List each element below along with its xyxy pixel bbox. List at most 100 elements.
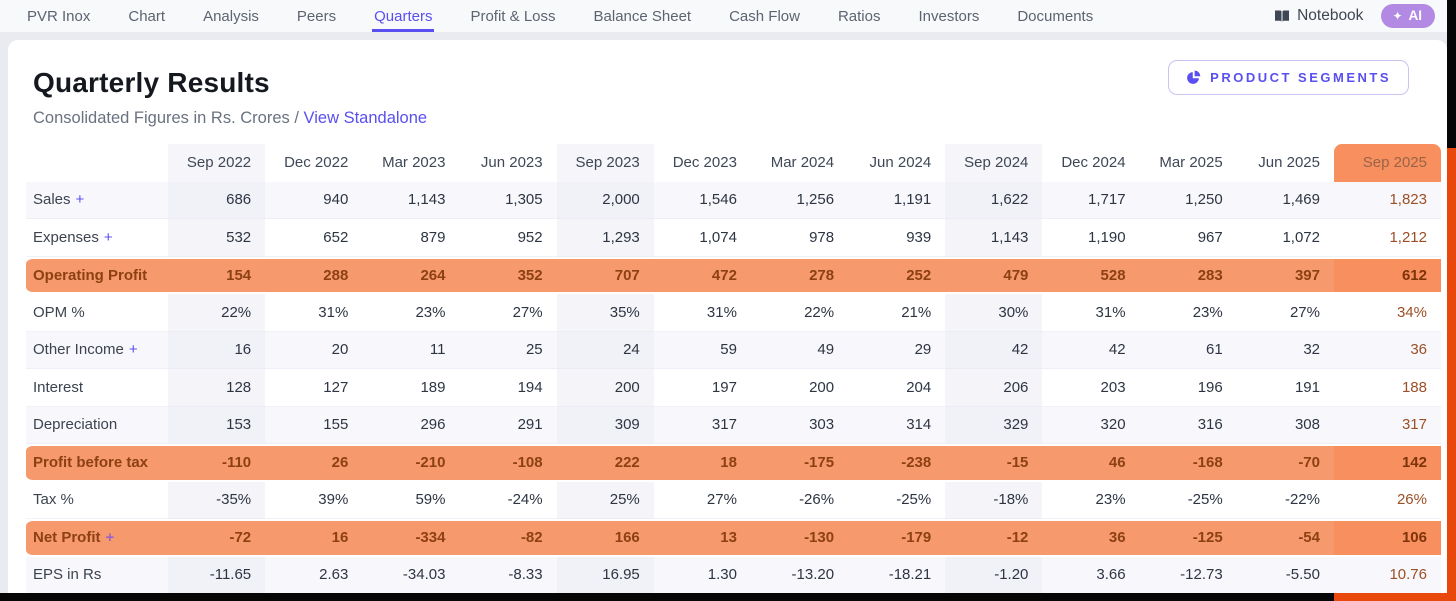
ai-label: AI <box>1408 8 1423 23</box>
row-label: Operating Profit <box>33 266 148 284</box>
expand-row-button[interactable]: + <box>75 191 85 209</box>
cell-expenses-mar-2023: 879 <box>362 219 460 257</box>
cell-eps-in-rs-jun-2025: -5.50 <box>1236 556 1334 594</box>
cell-depreciation-sep-2022: 153 <box>168 406 266 444</box>
column-header-mar-2025: Mar 2025 <box>1159 154 1223 172</box>
expand-row-button[interactable]: + <box>103 228 113 246</box>
cell-eps-in-rs-jun-2024: -18.21 <box>848 556 946 594</box>
cell-depreciation-mar-2024: 303 <box>750 406 849 444</box>
cell-profit-before-tax-sep-2025: 142 <box>1334 444 1441 482</box>
nav-item-pvr-inox[interactable]: PVR Inox <box>27 7 91 25</box>
cell-net-profit-mar-2024: -130 <box>750 519 849 557</box>
cell-eps-in-rs-dec-2022: 2.63 <box>265 556 363 594</box>
column-header-dec-2024: Dec 2024 <box>1061 154 1126 172</box>
cell-tax-jun-2023: -24% <box>459 481 557 519</box>
row-label-cell-opm: OPM % <box>26 294 168 332</box>
cell-operating-profit-mar-2024: 278 <box>750 256 849 294</box>
row-label-cell-net-profit: Net Profit + <box>26 519 168 557</box>
cell-eps-in-rs-sep-2025: 10.76 <box>1334 556 1441 594</box>
cell-depreciation-jun-2025: 308 <box>1236 406 1334 444</box>
cell-other-income-sep-2023: 24 <box>556 331 654 369</box>
table-row-eps-in-rs: EPS in Rs -11.65 2.63 -34.03 -8.33 16.95 1.30-… <box>26 556 1441 594</box>
row-label-cell-eps-in-rs: EPS in Rs <box>26 556 168 594</box>
card-header: Quarterly Results Consolidated Figures i… <box>8 40 1447 128</box>
cell-other-income-sep-2024: 42 <box>945 331 1043 369</box>
cell-tax-mar-2024: -26% <box>750 481 849 519</box>
cell-tax-dec-2022: 39% <box>265 481 363 519</box>
nav-item-quarters[interactable]: Quarters <box>372 0 434 32</box>
vertical-scrollbar-highlight[interactable] <box>1447 148 1456 601</box>
cell-net-profit-jun-2023: -82 <box>459 519 557 557</box>
cell-interest-sep-2023: 200 <box>556 369 654 407</box>
cell-other-income-sep-2025: 36 <box>1334 331 1441 369</box>
cell-net-profit-mar-2025: -125 <box>1139 519 1237 557</box>
nav-item-documents[interactable]: Documents <box>1017 7 1094 25</box>
cell-net-profit-mar-2023: -334 <box>362 519 460 557</box>
cell-opm-mar-2025: 23% <box>1139 294 1237 332</box>
expand-row-button[interactable]: + <box>128 341 138 359</box>
cell-sales-mar-2025: 1,250 <box>1139 181 1237 219</box>
table-row-sales: Sales +686 940 1,143 1,305 2,000 1,546 1,256 1,1… <box>26 181 1441 219</box>
notebook-button[interactable]: Notebook <box>1274 7 1363 25</box>
table-row-tax: Tax % -35% 39% 59% -24% 25% 27% -26% -25% -18% 23%… <box>26 481 1441 519</box>
nav-item-peers[interactable]: Peers <box>296 7 337 25</box>
cell-depreciation-dec-2023: 317 <box>653 406 751 444</box>
cell-operating-profit-jun-2025: 397 <box>1236 256 1334 294</box>
table-header-row: Sep 2022 Dec 2022 Mar 2023 Jun 2023 Sep 2023… <box>26 144 1441 182</box>
cell-interest-jun-2023: 194 <box>459 369 557 407</box>
subtitle: Consolidated Figures in Rs. Crores / Vie… <box>33 108 1447 128</box>
horizontal-scrollbar-highlight[interactable] <box>1334 593 1447 601</box>
pie-chart-icon <box>1186 70 1201 85</box>
row-label-cell-profit-before-tax: Profit before tax <box>26 444 168 482</box>
cell-depreciation-mar-2023: 296 <box>362 406 460 444</box>
cell-depreciation-dec-2022: 155 <box>265 406 363 444</box>
row-label-cell-interest: Interest <box>26 369 168 407</box>
cell-profit-before-tax-sep-2024: -15 <box>945 444 1043 482</box>
cell-eps-in-rs-sep-2024: -1.20 <box>945 556 1043 594</box>
vertical-scrollbar-thumb[interactable] <box>1447 0 1456 148</box>
nav-item-ratios[interactable]: Ratios <box>837 7 881 25</box>
quarterly-results-card: Quarterly Results Consolidated Figures i… <box>8 40 1447 601</box>
expand-row-button[interactable]: + <box>105 529 115 547</box>
cell-sales-mar-2023: 1,143 <box>362 181 460 219</box>
cell-profit-before-tax-jun-2024: -238 <box>848 444 946 482</box>
ai-button[interactable]: ✦ AI <box>1381 4 1435 28</box>
cell-depreciation-sep-2024: 329 <box>945 406 1043 444</box>
cell-net-profit-sep-2022: -72 <box>168 519 266 557</box>
cell-expenses-jun-2023: 952 <box>459 219 557 257</box>
cell-other-income-mar-2024: 49 <box>750 331 849 369</box>
nav-item-investors[interactable]: Investors <box>918 7 980 25</box>
nav-item-balance-sheet[interactable]: Balance Sheet <box>593 7 692 25</box>
column-header-jun-2025: Jun 2025 <box>1258 154 1320 172</box>
cell-sales-jun-2024: 1,191 <box>848 181 946 219</box>
horizontal-scrollbar-thumb[interactable] <box>0 593 1334 601</box>
table-row-interest: Interest 128 127 189 194 200 197 200 204 206 203 19… <box>26 369 1441 407</box>
nav-item-profit-loss[interactable]: Profit & Loss <box>470 7 556 25</box>
cell-sales-sep-2025: 1,823 <box>1334 181 1441 219</box>
view-standalone-link[interactable]: View Standalone <box>303 109 428 127</box>
row-label: Interest <box>33 378 84 396</box>
row-label: Profit before tax <box>33 454 149 472</box>
row-label-cell-tax: Tax % <box>26 481 168 519</box>
cell-eps-in-rs-dec-2023: 1.30 <box>653 556 751 594</box>
cell-operating-profit-sep-2022: 154 <box>168 256 266 294</box>
cell-expenses-sep-2025: 1,212 <box>1334 219 1441 257</box>
cell-sales-jun-2025: 1,469 <box>1236 181 1334 219</box>
cell-sales-sep-2022: 686 <box>168 181 266 219</box>
cell-interest-sep-2022: 128 <box>168 369 266 407</box>
column-header-jun-2024: Jun 2024 <box>869 154 932 172</box>
nav-item-analysis[interactable]: Analysis <box>203 7 259 25</box>
product-segments-label: PRODUCT SEGMENTS <box>1210 70 1391 85</box>
nav-item-cash-flow[interactable]: Cash Flow <box>729 7 800 25</box>
cell-operating-profit-dec-2024: 528 <box>1042 256 1140 294</box>
row-label-cell-operating-profit: Operating Profit <box>26 256 168 294</box>
nav-item-chart[interactable]: Chart <box>128 7 166 25</box>
cell-net-profit-dec-2024: 36 <box>1042 519 1140 557</box>
cell-other-income-jun-2023: 25 <box>459 331 557 369</box>
cell-operating-profit-jun-2024: 252 <box>848 256 946 294</box>
product-segments-button[interactable]: PRODUCT SEGMENTS <box>1168 60 1409 95</box>
column-header-sep-2022: Sep 2022 <box>168 144 266 182</box>
cell-opm-dec-2024: 31% <box>1042 294 1140 332</box>
cell-opm-dec-2023: 31% <box>653 294 751 332</box>
cell-interest-dec-2024: 203 <box>1042 369 1140 407</box>
